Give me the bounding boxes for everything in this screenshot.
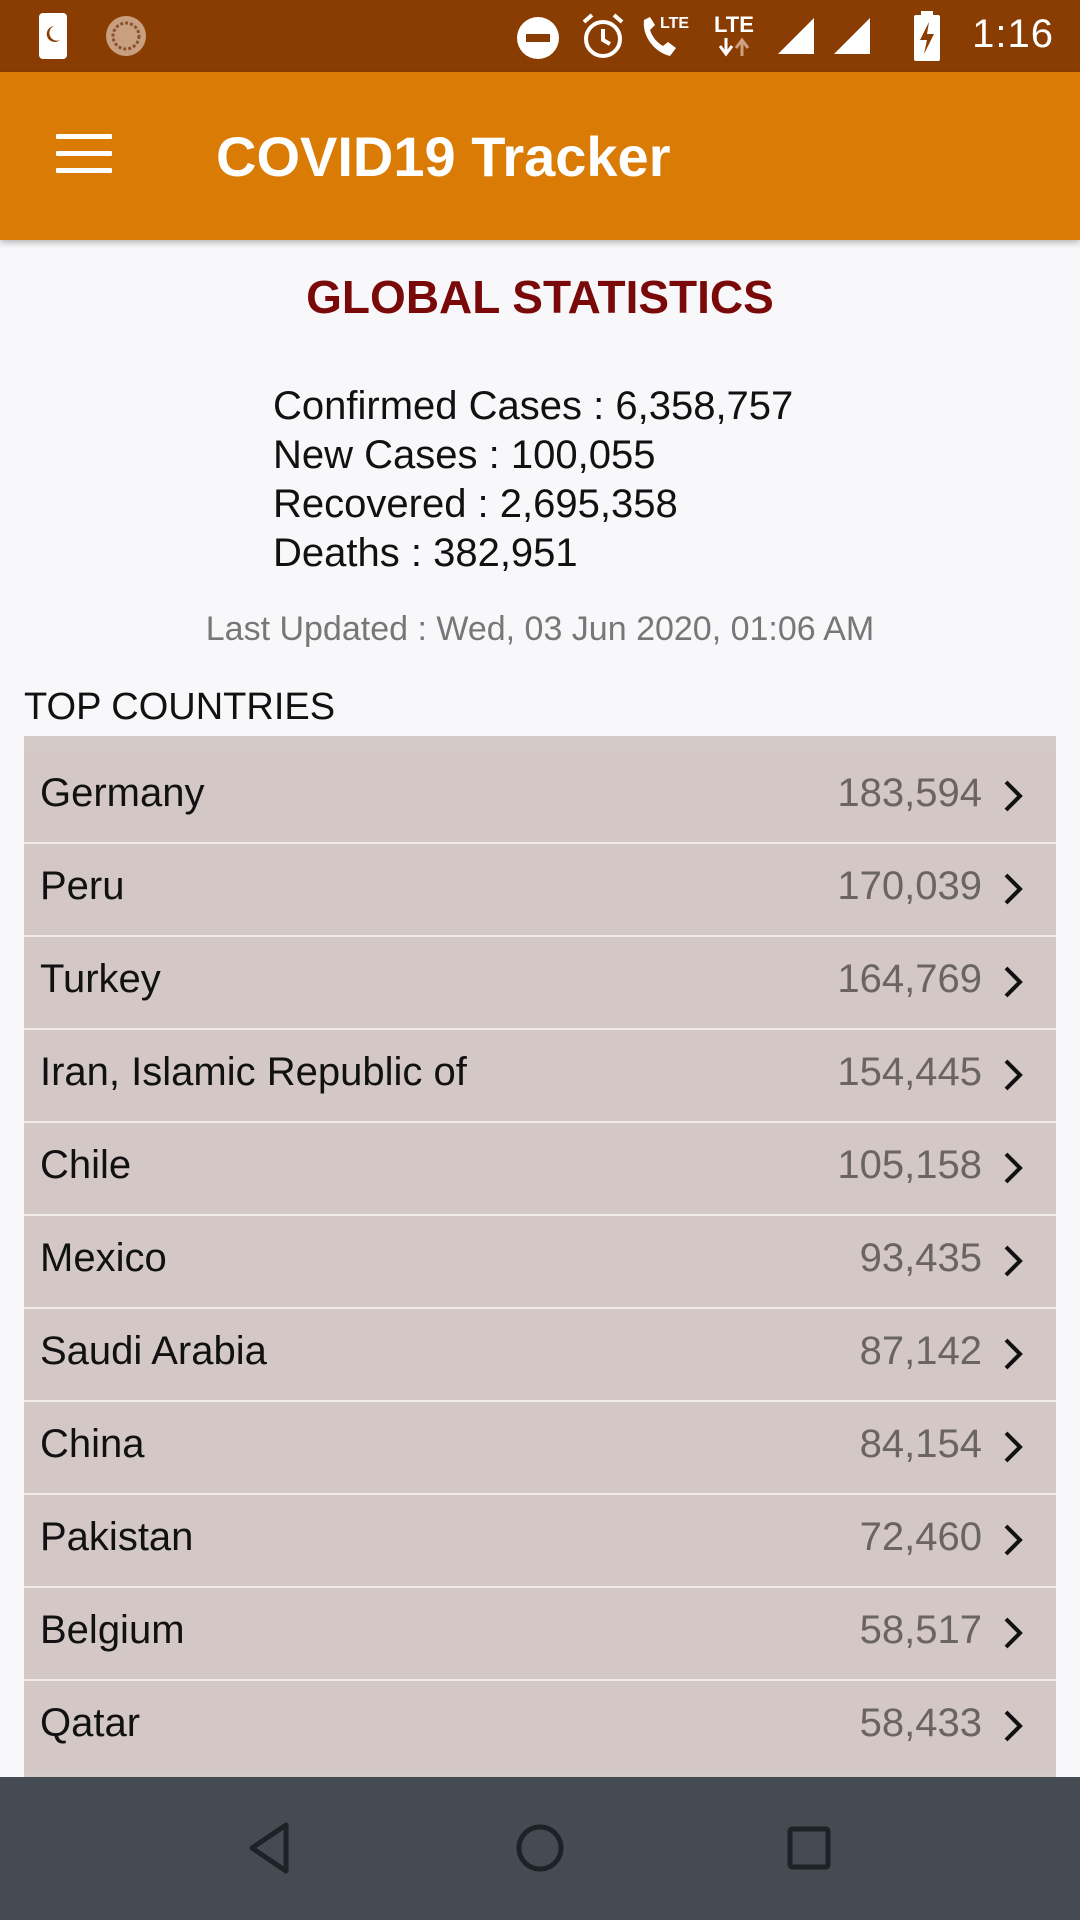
country-count: 154,445 bbox=[837, 1050, 982, 1094]
country-name: Peru bbox=[40, 864, 125, 908]
row-divider bbox=[24, 1400, 1056, 1402]
chevron-right-icon bbox=[1004, 1152, 1023, 1184]
country-name: Mexico bbox=[40, 1236, 167, 1280]
app-bar: COVID19 Tracker bbox=[0, 72, 1080, 240]
chevron-right-icon bbox=[1004, 873, 1023, 905]
svg-text:LTE: LTE bbox=[714, 12, 754, 37]
country-count: 72,460 bbox=[859, 1515, 982, 1559]
row-divider bbox=[24, 1028, 1056, 1030]
country-count: 84,154 bbox=[859, 1422, 982, 1466]
country-name: Pakistan bbox=[40, 1515, 194, 1559]
country-name: Saudi Arabia bbox=[40, 1329, 267, 1373]
confirmed-cases: Confirmed Cases : 6,358,757 bbox=[273, 384, 794, 428]
row-divider bbox=[24, 1214, 1056, 1216]
country-count: 105,158 bbox=[837, 1143, 982, 1187]
list-item[interactable]: Turkey 164,769 bbox=[24, 937, 1056, 1030]
chevron-right-icon bbox=[1004, 780, 1023, 812]
signal-icon bbox=[778, 18, 814, 54]
lte-call-icon: LTE bbox=[643, 15, 689, 56]
status-bar: LTE LTE 1:16 bbox=[0, 0, 1080, 72]
chevron-right-icon bbox=[1004, 1431, 1023, 1463]
deaths: Deaths : 382,951 bbox=[273, 531, 578, 575]
new-cases: New Cases : 100,055 bbox=[273, 433, 656, 477]
list-item[interactable]: Chile 105,158 bbox=[24, 1123, 1056, 1216]
list-item[interactable]: Belgium 58,517 bbox=[24, 1588, 1056, 1681]
navigation-bar bbox=[0, 1777, 1080, 1920]
do-not-disturb-icon bbox=[517, 17, 559, 59]
chevron-right-icon bbox=[1004, 1059, 1023, 1091]
global-statistics-title: GLOBAL STATISTICS bbox=[306, 271, 774, 323]
hamburger-menu-icon[interactable] bbox=[56, 132, 112, 176]
alarm-icon bbox=[582, 13, 624, 58]
country-count: 58,433 bbox=[859, 1701, 982, 1745]
chevron-right-icon bbox=[1004, 1617, 1023, 1649]
list-item[interactable]: Pakistan 72,460 bbox=[24, 1495, 1056, 1588]
country-count: 164,769 bbox=[837, 957, 982, 1001]
back-icon[interactable] bbox=[236, 1815, 302, 1881]
battery-charging-icon bbox=[914, 11, 940, 61]
country-name: Iran, Islamic Republic of bbox=[40, 1050, 467, 1094]
list-item[interactable]: Qatar 58,433 bbox=[24, 1681, 1056, 1772]
chevron-right-icon bbox=[1004, 1338, 1023, 1370]
chevron-right-icon bbox=[1004, 966, 1023, 998]
row-divider bbox=[24, 1307, 1056, 1309]
recents-icon[interactable] bbox=[776, 1815, 842, 1881]
country-name: Qatar bbox=[40, 1701, 141, 1745]
list-item[interactable]: China 84,154 bbox=[24, 1402, 1056, 1495]
chevron-right-icon bbox=[1004, 1524, 1023, 1556]
row-divider bbox=[24, 1493, 1056, 1495]
svg-text:LTE: LTE bbox=[660, 15, 689, 32]
row-divider bbox=[24, 1121, 1056, 1123]
country-count: 183,594 bbox=[837, 771, 982, 815]
list-item[interactable]: Germany 183,594 bbox=[24, 751, 1056, 844]
app-title: COVID19 Tracker bbox=[216, 125, 671, 188]
app-notification-icon bbox=[106, 16, 146, 56]
list-item[interactable]: Iran, Islamic Republic of 154,445 bbox=[24, 1030, 1056, 1123]
country-count: 87,142 bbox=[859, 1329, 982, 1373]
lte-data-icon: LTE bbox=[714, 12, 754, 57]
recovered: Recovered : 2,695,358 bbox=[273, 482, 678, 526]
row-divider bbox=[24, 842, 1056, 844]
last-updated: Last Updated : Wed, 03 Jun 2020, 01:06 A… bbox=[205, 610, 875, 648]
row-divider bbox=[24, 935, 1056, 937]
top-countries-heading: TOP COUNTRIES bbox=[24, 686, 336, 728]
global-stats: Confirmed Cases : 6,358,757 New Cases : … bbox=[273, 382, 793, 578]
signal-icon bbox=[834, 18, 870, 54]
chevron-right-icon bbox=[1004, 1245, 1023, 1277]
chevron-right-icon bbox=[1004, 1710, 1023, 1742]
country-name: Turkey bbox=[40, 957, 161, 1001]
list-item[interactable]: Saudi Arabia 87,142 bbox=[24, 1309, 1056, 1402]
country-name: Belgium bbox=[40, 1608, 185, 1652]
country-count: 58,517 bbox=[859, 1608, 982, 1652]
home-icon[interactable] bbox=[507, 1815, 573, 1881]
country-list[interactable]: Germany 183,594 Peru 170,039 Turkey 164,… bbox=[24, 736, 1056, 1777]
country-name: Germany bbox=[40, 771, 205, 815]
country-name: Chile bbox=[40, 1143, 132, 1187]
row-divider bbox=[24, 1679, 1056, 1681]
country-name: China bbox=[40, 1422, 145, 1466]
status-time: 1:16 bbox=[972, 12, 1054, 56]
country-count: 170,039 bbox=[837, 864, 982, 908]
country-count: 93,435 bbox=[859, 1236, 982, 1280]
list-item[interactable]: Mexico 93,435 bbox=[24, 1216, 1056, 1309]
row-divider bbox=[24, 1586, 1056, 1588]
list-item[interactable]: Peru 170,039 bbox=[24, 844, 1056, 937]
sim-card-icon bbox=[39, 13, 67, 59]
